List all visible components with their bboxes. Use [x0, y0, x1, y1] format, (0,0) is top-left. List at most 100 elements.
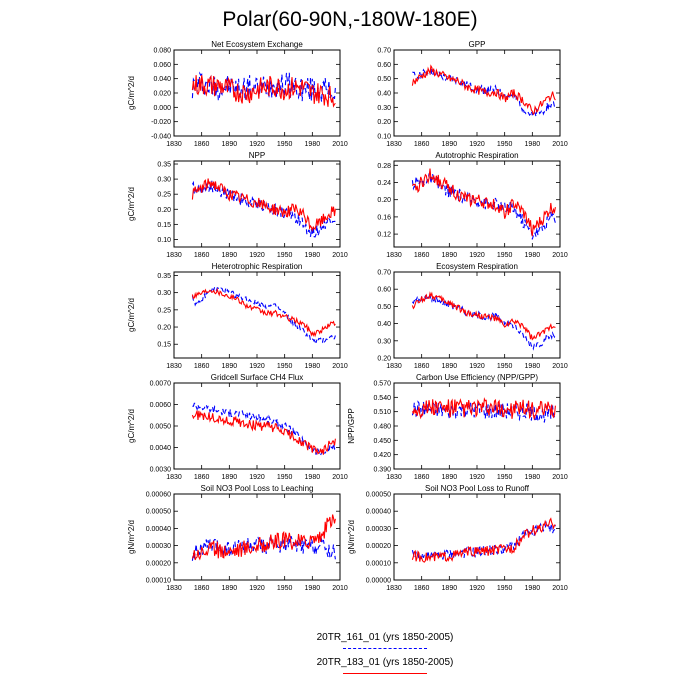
y-tick-label: 0.00030 [366, 526, 391, 533]
chart-panel-1: Net Ecosystem Exchange gC/m^2/d 1830 1860 18… [127, 40, 348, 148]
x-tick-label: 2010 [552, 474, 568, 481]
panel-title: Ecosystem Respiration [436, 262, 518, 271]
y-tick-label: 0.390 [373, 467, 391, 474]
y-tick-label: 0.00010 [366, 560, 391, 567]
x-tick-label: 1950 [277, 585, 293, 592]
x-tick-label: 1890 [222, 141, 238, 148]
panel-title: Net Ecosystem Exchange [211, 40, 303, 49]
chart-panel-10: Soil NO3 Pool Loss to Runoff gN/m^2/d 1830… [347, 484, 568, 592]
series-line-1 [191, 285, 336, 344]
y-tick-label: 0.00040 [366, 509, 391, 516]
x-tick-label: 1830 [166, 252, 182, 259]
x-tick-label: 1830 [166, 141, 182, 148]
x-tick-label: 2010 [332, 363, 348, 370]
x-tick-label: 1920 [469, 363, 485, 370]
x-tick-label: 1980 [305, 363, 321, 370]
y-tick-label: -0.020 [151, 119, 171, 126]
x-tick-label: 1950 [277, 141, 293, 148]
y-tick-label: 0.50 [377, 304, 391, 311]
y-tick-label: 0.450 [373, 438, 391, 445]
legend-line-run1 [343, 648, 427, 649]
series-line-2 [411, 168, 556, 237]
x-tick-label: 2010 [552, 141, 568, 148]
plot-frame [173, 271, 341, 359]
x-tick-label: 1830 [386, 141, 402, 148]
y-tick-label: 0.480 [373, 424, 391, 431]
y-tick-label: 0.30 [157, 290, 171, 297]
y-tick-label: 0.20 [377, 356, 391, 363]
chart-panel-7: Gridcell Surface CH4 Flux gC/m^2/d 1830 186… [127, 373, 348, 481]
series-line-2 [191, 514, 336, 561]
y-tick-label: 0.15 [157, 342, 171, 349]
series-line-2 [191, 178, 336, 232]
x-tick-label: 1980 [305, 141, 321, 148]
y-axis-label: gN/m^2/d [347, 520, 356, 554]
x-tick-label: 1980 [305, 474, 321, 481]
x-tick-label: 1950 [277, 252, 293, 259]
y-tick-label: 0.30 [377, 338, 391, 345]
legend-line-run2 [343, 673, 427, 674]
y-tick-label: 0.0060 [150, 402, 172, 409]
y-tick-label: 0.50 [377, 76, 391, 83]
y-axis-label: gN/m^2/d [127, 520, 136, 554]
y-tick-label: 0.00050 [146, 509, 171, 516]
y-tick-label: 0.20 [157, 207, 171, 214]
y-tick-label: 0.0030 [150, 467, 172, 474]
x-tick-label: 1890 [442, 474, 458, 481]
x-tick-label: 2010 [552, 585, 568, 592]
x-tick-label: 1830 [166, 585, 182, 592]
panel-title: Heterotrophic Respiration [212, 262, 303, 271]
y-tick-label: 0.28 [377, 163, 391, 170]
x-tick-label: 1830 [386, 474, 402, 481]
x-tick-label: 1860 [194, 363, 210, 370]
y-tick-label: 0.35 [157, 273, 171, 280]
y-tick-label: 0.20 [377, 119, 391, 126]
chart-panel-3: NPP gC/m^2/d 1830 1860 1890 1920 1950 1980 2010 0… [127, 151, 348, 259]
y-tick-label: 0.00050 [366, 492, 391, 499]
x-tick-label: 1830 [386, 252, 402, 259]
y-tick-label: 0.0050 [150, 424, 172, 431]
x-tick-label: 1920 [469, 141, 485, 148]
chart-panel-6: Ecosystem Respiration 1830 1860 1890 1920 195… [377, 262, 568, 370]
x-tick-label: 1830 [166, 474, 182, 481]
x-tick-label: 1890 [222, 363, 238, 370]
plot-frame [393, 493, 561, 581]
x-tick-label: 1950 [277, 474, 293, 481]
y-tick-label: 0.00000 [366, 578, 391, 585]
y-tick-label: 0.0070 [150, 381, 172, 388]
y-tick-label: 0.00020 [366, 543, 391, 550]
y-tick-label: 0.510 [373, 409, 391, 416]
y-tick-label: 0.20 [377, 197, 391, 204]
panel-title: GPP [469, 40, 486, 49]
y-tick-label: 0.60 [377, 287, 391, 294]
panel-title: Soil NO3 Pool Loss to Runoff [425, 484, 530, 493]
plot-frame [393, 382, 561, 470]
y-tick-label: 0.10 [377, 134, 391, 141]
series-line-2 [191, 287, 336, 338]
series-line-1 [411, 294, 556, 351]
x-tick-label: 1890 [222, 585, 238, 592]
x-tick-label: 2010 [332, 585, 348, 592]
y-tick-label: 0.080 [153, 48, 171, 55]
y-tick-label: 0.540 [373, 395, 391, 402]
panel-title: Autotrophic Respiration [435, 151, 518, 160]
x-tick-label: 1860 [194, 252, 210, 259]
series-line-1 [192, 402, 336, 457]
x-tick-label: 1860 [414, 252, 430, 259]
x-tick-label: 1950 [497, 474, 513, 481]
y-tick-label: -0.040 [151, 134, 171, 141]
x-tick-label: 1830 [386, 585, 402, 592]
y-tick-label: 0.70 [377, 270, 391, 277]
series-line-2 [411, 397, 556, 421]
panel-title: NPP [249, 151, 265, 160]
x-tick-label: 2010 [332, 141, 348, 148]
series-line-2 [191, 74, 336, 108]
x-tick-label: 1980 [525, 252, 541, 259]
y-tick-label: 0.10 [157, 237, 171, 244]
x-tick-label: 1980 [305, 252, 321, 259]
x-tick-label: 1860 [194, 585, 210, 592]
x-tick-label: 1890 [442, 252, 458, 259]
plot-frame [173, 382, 341, 470]
x-tick-label: 1830 [386, 363, 402, 370]
series-line-2 [411, 64, 556, 116]
